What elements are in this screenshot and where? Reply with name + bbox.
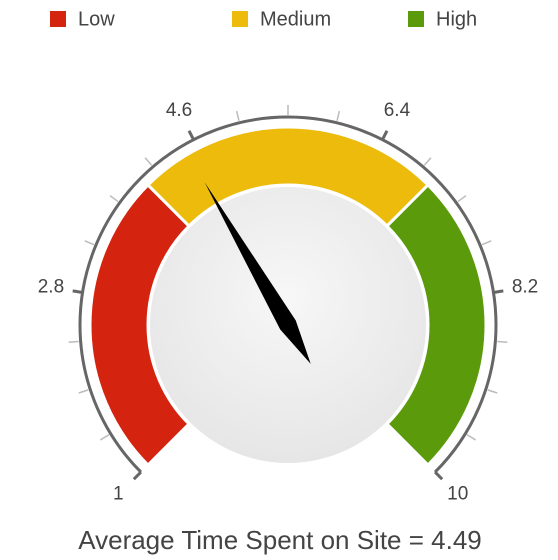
minor-tick (68, 340, 79, 344)
legend-swatch (232, 11, 248, 27)
major-tick (381, 130, 389, 141)
major-tick (132, 471, 142, 481)
tick-label: 4.6 (166, 100, 192, 121)
minor-tick (84, 240, 95, 246)
minor-tick (497, 340, 508, 344)
legend-swatch (408, 11, 424, 27)
legend-label: Low (78, 8, 115, 30)
gauge-frame (78, 115, 498, 474)
minor-tick (481, 240, 492, 246)
major-tick (493, 289, 504, 294)
legend-swatch (50, 11, 66, 27)
minor-tick (100, 434, 110, 441)
major-tick (434, 471, 444, 481)
minor-tick (487, 389, 498, 394)
tick-label: 6.4 (384, 100, 411, 121)
minor-tick (336, 110, 341, 121)
chart-title: Average Time Spent on Site = 4.49 (78, 525, 482, 555)
minor-tick (109, 195, 119, 203)
major-tick (72, 289, 83, 294)
needle (204, 182, 311, 364)
tick-label: 8.2 (512, 276, 538, 297)
minor-tick (144, 157, 153, 166)
gauge-band (384, 182, 488, 468)
tick-label: 10 (447, 484, 468, 505)
major-tick (187, 130, 195, 141)
minor-tick (457, 195, 467, 203)
tick-label: 2.8 (38, 276, 64, 297)
tick-label: 1 (113, 484, 124, 505)
minor-tick (423, 157, 432, 166)
minor-tick (235, 110, 240, 121)
minor-tick (78, 389, 89, 394)
legend-label: High (436, 8, 477, 30)
legend-label: Medium (260, 8, 331, 30)
minor-tick (466, 434, 476, 441)
